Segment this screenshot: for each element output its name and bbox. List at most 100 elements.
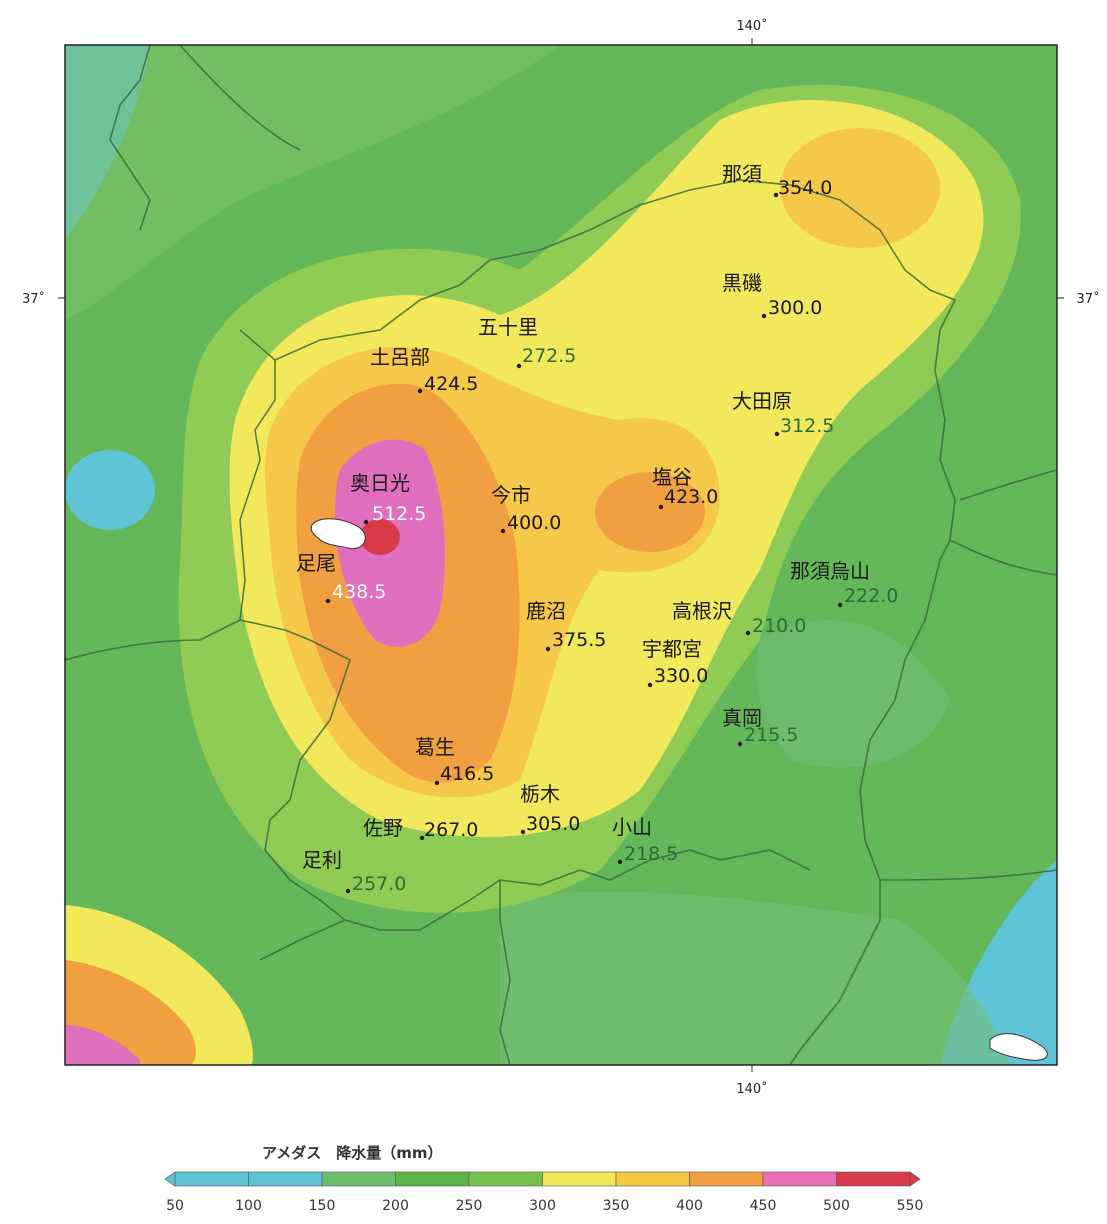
legend-swatch (395, 1171, 470, 1187)
station-name: 塩谷 (652, 465, 692, 489)
legend-swatch (689, 1171, 764, 1187)
legend-tick-label: 300 (529, 1198, 556, 1214)
station-takanezawa: 高根沢 210.0 (672, 599, 806, 637)
legend-swatch (248, 1171, 323, 1187)
legend-swatch (468, 1171, 543, 1187)
station-kanuma: 鹿沼 375.5 (526, 599, 606, 652)
station-name: 小山 (612, 815, 652, 839)
station-marker (617, 859, 623, 865)
lat-label-right: 37˚ (1076, 291, 1099, 307)
station-value: 305.0 (526, 813, 580, 835)
station-name: 五十里 (478, 315, 538, 339)
station-name: 佐野 (363, 816, 403, 840)
station-name: 栃木 (520, 782, 560, 806)
legend-tick-label: 400 (676, 1198, 703, 1214)
station-name: 宇都宮 (642, 637, 702, 661)
station-marker (419, 835, 425, 841)
station-value: 438.5 (332, 581, 386, 603)
station-name: 奥日光 (350, 471, 410, 495)
legend-swatch (615, 1171, 690, 1187)
legend-swatch (762, 1171, 837, 1187)
station-imaichi: 今市 400.0 (491, 483, 561, 534)
station-oyama: 小山 218.5 (612, 815, 678, 865)
lon-label-top: 140˚ (736, 18, 767, 34)
station-value: 257.0 (352, 873, 406, 895)
station-marker (345, 888, 351, 894)
station-ikari: 五十里 272.5 (478, 315, 576, 369)
station-tochigi: 栃木 305.0 (520, 782, 580, 835)
station-okunikko: 奥日光 512.5 (350, 471, 426, 525)
station-value: 424.5 (424, 373, 478, 395)
station-marker (363, 519, 369, 525)
legend-arrow-right (909, 1171, 921, 1187)
station-value: 423.0 (664, 486, 718, 508)
legend-colorbar (164, 1171, 921, 1187)
station-marker (658, 504, 664, 510)
station-utsunomiya: 宇都宮 330.0 (642, 637, 708, 688)
lon-label-bottom: 140˚ (736, 1081, 767, 1097)
station-value: 222.0 (844, 585, 898, 607)
station-marker (434, 780, 440, 786)
station-name: 高根沢 (672, 599, 732, 623)
station-marker (761, 313, 767, 319)
station-ashikaga: 足利 257.0 (302, 848, 406, 895)
legend-ticks: 50 100 150 200 250 300 350 400 450 500 550 (166, 1198, 923, 1214)
station-value: 354.0 (778, 177, 832, 199)
station-kuzuu: 葛生 416.5 (415, 735, 494, 786)
station-marker (745, 630, 751, 636)
legend-tick-label: 100 (235, 1198, 262, 1214)
contour-field (65, 45, 1057, 1065)
legend-tick-label: 50 (166, 1198, 184, 1214)
station-marker (837, 602, 843, 608)
station-marker (545, 646, 551, 652)
legend-swatch (321, 1171, 396, 1187)
station-name: 土呂部 (370, 345, 430, 369)
station-marker (417, 388, 423, 394)
station-value: 218.5 (624, 843, 678, 865)
legend-title: アメダス 降水量（mm） (262, 1144, 443, 1162)
station-value: 300.0 (768, 297, 822, 319)
legend-swatch (542, 1171, 617, 1187)
station-name: 黒磯 (722, 271, 762, 295)
station-name: 足利 (302, 848, 342, 872)
legend-swatch (836, 1171, 911, 1187)
legend-tick-label: 500 (823, 1198, 850, 1214)
station-name: 真岡 (722, 706, 762, 730)
station-value: 416.5 (440, 763, 494, 785)
legend-tick-label: 150 (309, 1198, 336, 1214)
station-value: 215.5 (744, 724, 798, 746)
station-sano: 佐野 267.0 (363, 816, 478, 841)
station-value: 267.0 (424, 819, 478, 841)
map-frame (64, 44, 1058, 1066)
station-marker (520, 829, 526, 835)
legend-tick-label: 250 (456, 1198, 483, 1214)
legend: アメダス 降水量（mm） 50 100 150 200 250 300 350 400 450 5… (164, 1144, 923, 1214)
station-value: 210.0 (752, 615, 806, 637)
station-value: 375.5 (552, 629, 606, 651)
station-marker (774, 431, 780, 437)
legend-tick-label: 450 (750, 1198, 777, 1214)
station-value: 312.5 (780, 415, 834, 437)
legend-tick-label: 550 (897, 1198, 924, 1214)
station-marker (647, 682, 653, 688)
legend-tick-label: 200 (382, 1198, 409, 1214)
station-value: 400.0 (507, 512, 561, 534)
station-value: 272.5 (522, 345, 576, 367)
station-value: 330.0 (654, 665, 708, 687)
legend-swatch (174, 1171, 249, 1187)
station-kuroiso: 黒磯 300.0 (722, 271, 822, 319)
station-name: 那須烏山 (790, 559, 870, 583)
station-name: 足尾 (296, 551, 336, 575)
station-name: 大田原 (732, 389, 792, 413)
station-doroobu: 土呂部 424.5 (370, 345, 478, 395)
station-ashio: 足尾 438.5 (296, 551, 386, 604)
station-name: 葛生 (415, 735, 455, 759)
legend-arrow-left (164, 1171, 176, 1187)
lat-label-left: 37˚ (22, 291, 45, 307)
